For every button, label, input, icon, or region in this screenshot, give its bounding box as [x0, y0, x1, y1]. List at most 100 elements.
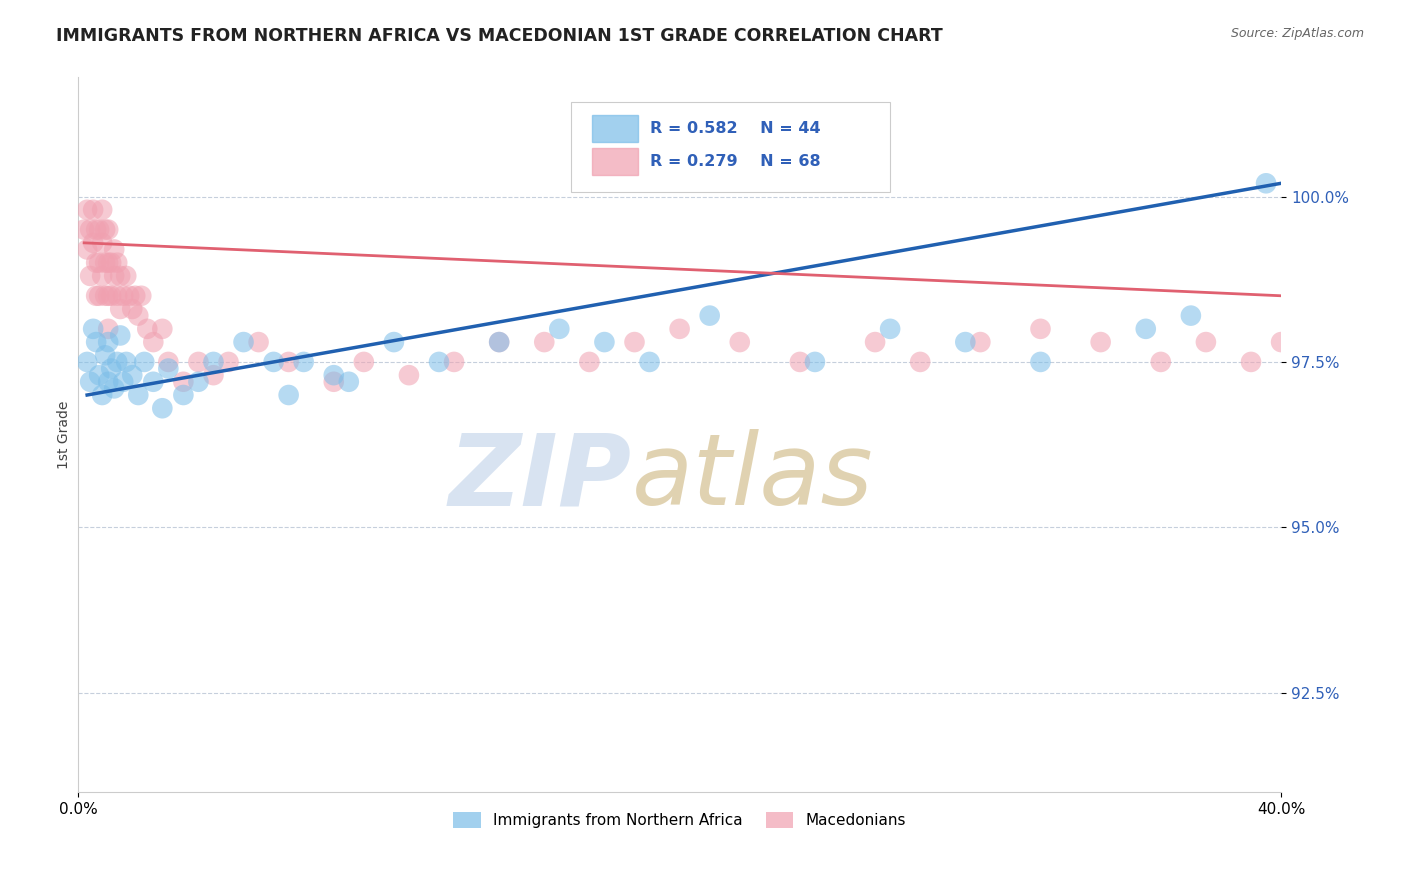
Point	[84, 289, 107, 303]
Point	[187, 355, 209, 369]
Text: atlas: atlas	[631, 429, 873, 526]
Point	[118, 289, 141, 303]
Point	[142, 334, 165, 349]
Point	[879, 322, 901, 336]
Point	[142, 375, 165, 389]
Point	[100, 361, 122, 376]
Point	[1150, 355, 1173, 369]
Point	[578, 355, 600, 369]
Point	[112, 289, 135, 303]
Point	[84, 222, 107, 236]
Point	[97, 255, 120, 269]
Point	[218, 355, 240, 369]
Point	[73, 222, 96, 236]
Point	[1135, 322, 1157, 336]
Point	[91, 235, 114, 250]
Point	[89, 222, 111, 236]
Point	[322, 375, 344, 389]
Point	[668, 322, 690, 336]
FancyBboxPatch shape	[571, 103, 890, 192]
Text: R = 0.279    N = 68: R = 0.279 N = 68	[650, 154, 820, 169]
Point	[202, 355, 225, 369]
Point	[110, 328, 132, 343]
Point	[100, 255, 122, 269]
Point	[593, 334, 616, 349]
Point	[382, 334, 405, 349]
Point	[247, 334, 270, 349]
Point	[121, 368, 143, 383]
Point	[1270, 334, 1292, 349]
Point	[969, 334, 991, 349]
Point	[202, 368, 225, 383]
Point	[110, 268, 132, 283]
Text: Source: ZipAtlas.com: Source: ZipAtlas.com	[1230, 27, 1364, 40]
Point	[277, 355, 299, 369]
Point	[97, 334, 120, 349]
Point	[172, 375, 194, 389]
Point	[79, 268, 101, 283]
Point	[1090, 334, 1112, 349]
Legend: Immigrants from Northern Africa, Macedonians: Immigrants from Northern Africa, Macedon…	[447, 806, 912, 834]
Point	[127, 388, 149, 402]
Point	[789, 355, 811, 369]
Point	[172, 388, 194, 402]
Point	[127, 309, 149, 323]
Point	[112, 375, 135, 389]
Point	[91, 202, 114, 217]
Point	[157, 355, 180, 369]
Bar	[592, 114, 637, 142]
Point	[115, 268, 138, 283]
Point	[97, 375, 120, 389]
Point	[124, 289, 146, 303]
Point	[76, 355, 98, 369]
Point	[100, 289, 122, 303]
Point	[97, 222, 120, 236]
Point	[863, 334, 886, 349]
Point	[728, 334, 751, 349]
Point	[103, 243, 125, 257]
Point	[322, 368, 344, 383]
Point	[94, 348, 117, 362]
Point	[91, 268, 114, 283]
Point	[548, 322, 571, 336]
Point	[94, 255, 117, 269]
Point	[488, 334, 510, 349]
Point	[94, 222, 117, 236]
Point	[89, 368, 111, 383]
Point	[82, 235, 104, 250]
Point	[488, 334, 510, 349]
Point	[94, 289, 117, 303]
Point	[157, 361, 180, 376]
Point	[1180, 309, 1202, 323]
Point	[638, 355, 661, 369]
Point	[134, 355, 156, 369]
Point	[353, 355, 375, 369]
Point	[84, 255, 107, 269]
Point	[232, 334, 254, 349]
Point	[76, 202, 98, 217]
Point	[79, 222, 101, 236]
Point	[1240, 355, 1263, 369]
Point	[82, 202, 104, 217]
Point	[103, 268, 125, 283]
Point	[427, 355, 450, 369]
Point	[187, 375, 209, 389]
Point	[699, 309, 721, 323]
Point	[150, 401, 173, 416]
Point	[89, 255, 111, 269]
Point	[398, 368, 420, 383]
Point	[105, 289, 128, 303]
Y-axis label: 1st Grade: 1st Grade	[58, 401, 72, 469]
Point	[1195, 334, 1218, 349]
Point	[337, 375, 360, 389]
Point	[1254, 176, 1277, 190]
Point	[82, 322, 104, 336]
Bar	[592, 148, 637, 176]
Text: ZIP: ZIP	[449, 429, 631, 526]
Point	[89, 289, 111, 303]
Point	[97, 322, 120, 336]
Point	[1029, 355, 1052, 369]
Point	[908, 355, 931, 369]
Point	[84, 334, 107, 349]
Point	[150, 322, 173, 336]
